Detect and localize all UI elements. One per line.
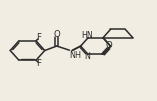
Text: O: O xyxy=(53,30,60,39)
Text: NH: NH xyxy=(69,51,81,60)
Text: N: N xyxy=(84,52,90,61)
Text: HN: HN xyxy=(81,31,93,40)
Text: O: O xyxy=(106,41,112,50)
Text: F: F xyxy=(37,33,42,42)
Text: F: F xyxy=(37,59,42,68)
